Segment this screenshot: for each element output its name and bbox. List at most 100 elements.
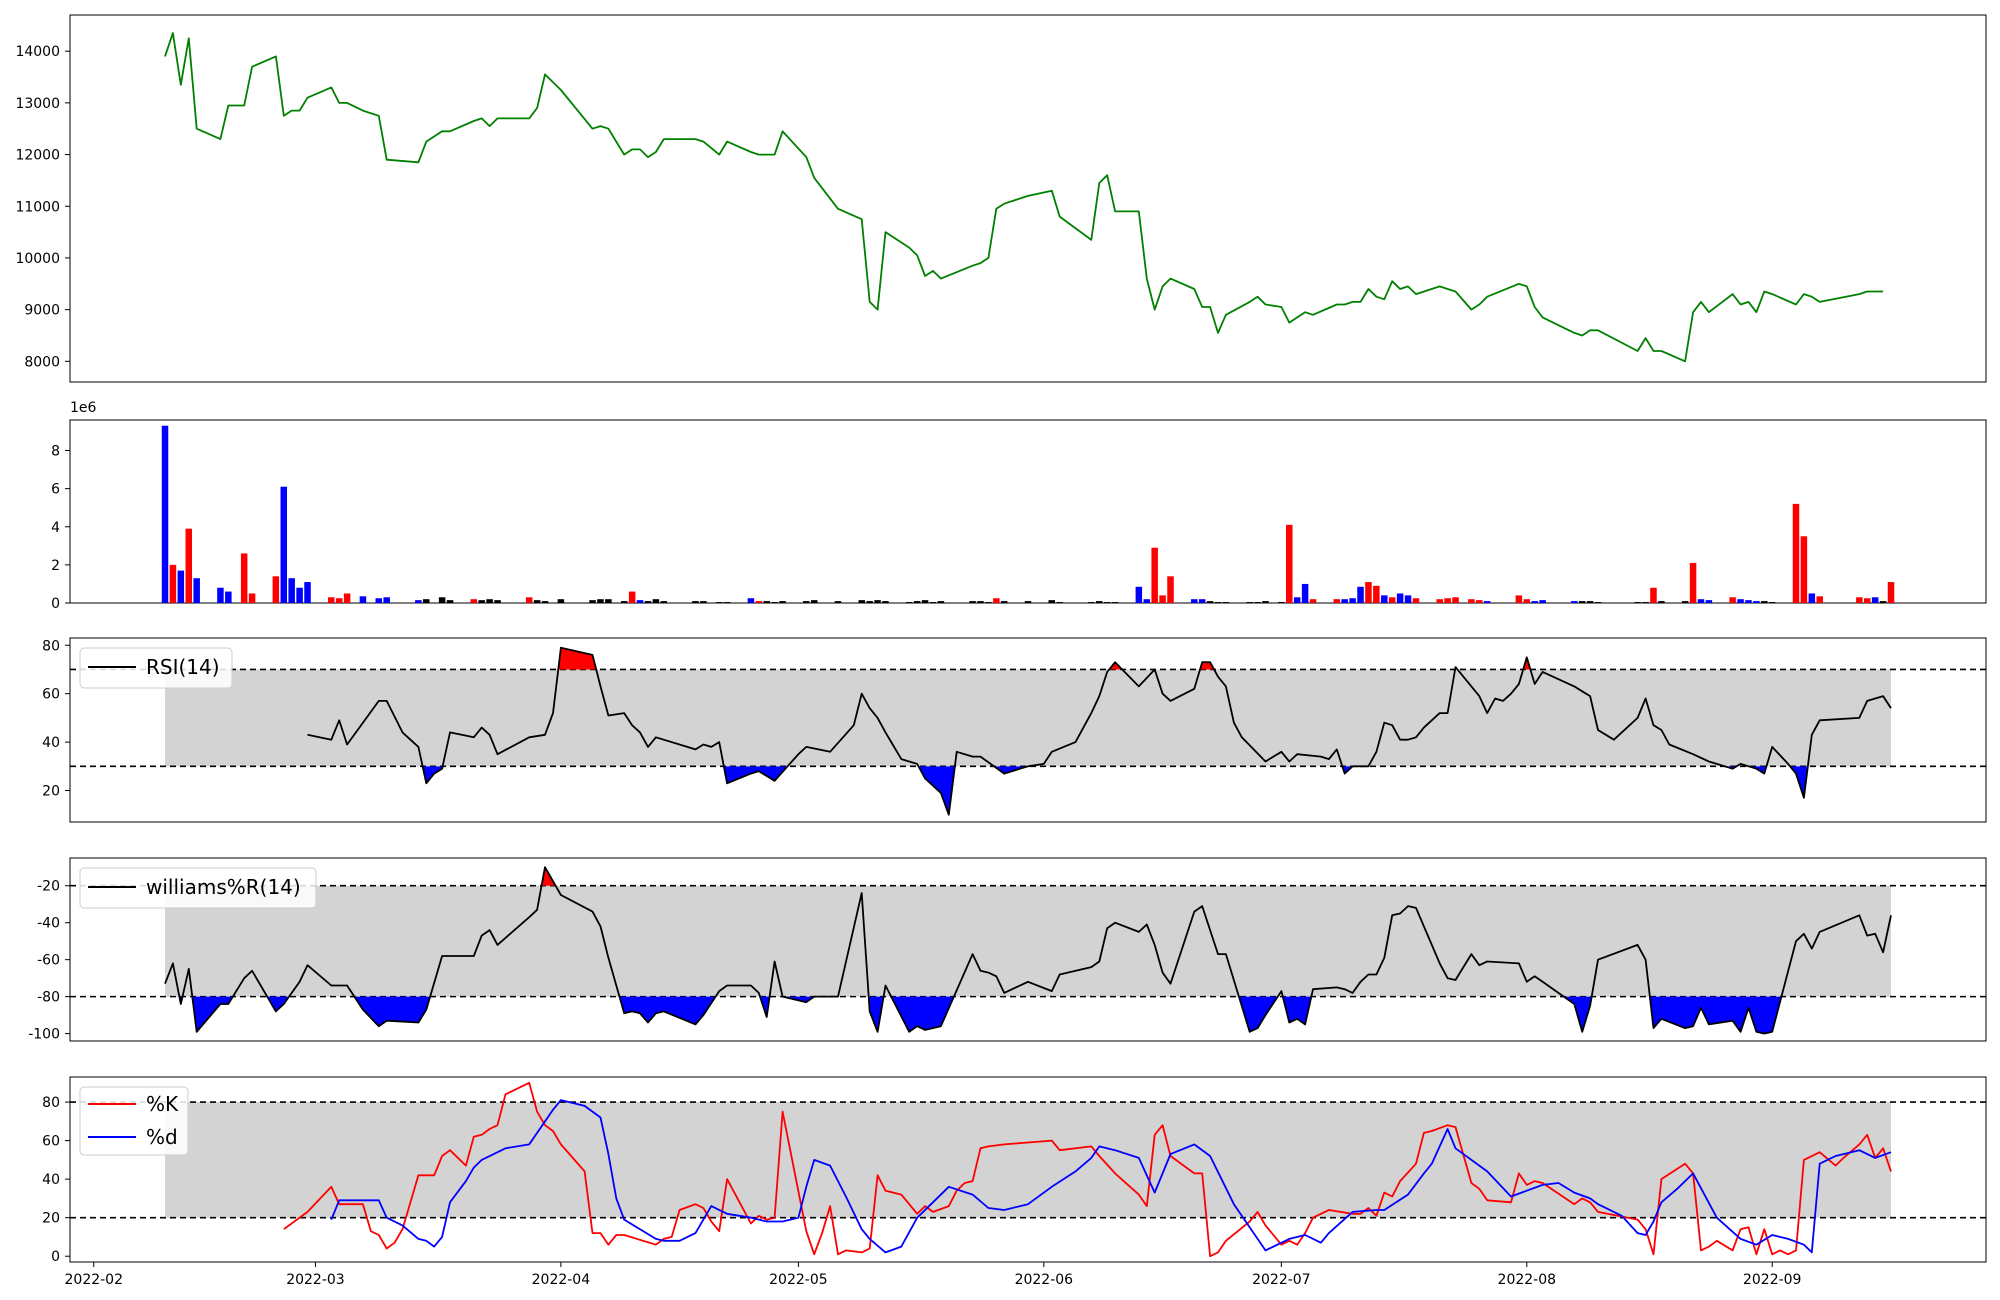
rsi-overbought-fill <box>1109 662 1123 670</box>
rsi-oversold-fill <box>723 766 788 784</box>
volume-bar <box>1642 602 1649 603</box>
volume-bar <box>993 598 1000 603</box>
volume-bar <box>248 593 256 603</box>
volume-axes-frame <box>69 419 1987 604</box>
volume-ytick-label: 4 <box>51 520 60 536</box>
volume-bar <box>1745 600 1752 603</box>
rsi-ytick-label: 20 <box>42 784 60 800</box>
williams-oversold-fill <box>891 996 954 1032</box>
date-xtick-label: 2022-04 <box>532 1272 591 1288</box>
stochastic-legend-k-label: %K <box>146 1092 179 1116</box>
volume-bar <box>193 578 200 603</box>
stochastic-panel: 0 20 40 60 80 %K %d 2022-02 2022-03 2022-04 2022-0… <box>42 1076 1987 1288</box>
volume-bar <box>620 601 628 603</box>
volume-bar <box>1539 600 1546 603</box>
volume-bar <box>858 600 865 603</box>
volume-bar <box>557 599 565 603</box>
volume-bar <box>929 602 937 603</box>
date-xtick-label: 2022-07 <box>1252 1272 1311 1288</box>
volume-bar <box>715 602 723 603</box>
date-xtick-label: 2022-05 <box>769 1272 828 1288</box>
volume-bar <box>1808 593 1816 603</box>
price-ytick-label: 13000 <box>15 96 60 112</box>
volume-bar <box>240 553 248 603</box>
volume-bar <box>652 599 660 603</box>
volume-bar <box>985 602 992 603</box>
volume-bar <box>1333 599 1341 603</box>
volume-bar <box>446 600 454 603</box>
volume-bar <box>1373 585 1380 603</box>
rsi-series-line <box>307 646 1892 816</box>
volume-bar <box>1349 598 1356 603</box>
volume-bar <box>1705 600 1713 603</box>
volume-bar <box>1452 597 1459 603</box>
rsi-axes-frame <box>69 637 1987 823</box>
williams-ytick-label: -40 <box>37 916 60 932</box>
williams-oversold-fill <box>1282 996 1312 1025</box>
price-ytick-label: 12000 <box>15 148 60 164</box>
volume-bar <box>383 597 390 603</box>
volume-bar <box>1404 595 1412 603</box>
volume-bar <box>874 600 881 603</box>
volume-bar <box>359 596 367 603</box>
volume-bar <box>779 601 786 603</box>
williams-oversold-fill <box>868 996 884 1032</box>
price-ytick-label: 10000 <box>15 251 60 267</box>
volume-bar <box>177 570 185 603</box>
volume-bar <box>1729 597 1736 603</box>
volume-bar <box>1444 598 1451 603</box>
volume-bar <box>1262 601 1269 603</box>
volume-bar <box>438 597 446 603</box>
volume-ytick-label: 2 <box>51 558 60 574</box>
williams-legend-label: williams%R(14) <box>146 875 301 899</box>
volume-bar <box>1792 503 1800 603</box>
volume-bar <box>280 486 288 603</box>
volume-bar <box>288 578 295 603</box>
volume-bar <box>1056 602 1063 603</box>
volume-bar <box>1761 601 1768 603</box>
stochastic-ytick-label: 0 <box>51 1249 60 1265</box>
volume-bar <box>1412 598 1420 603</box>
volume-bar <box>1000 601 1008 603</box>
stochastic-k-line <box>283 1081 1892 1258</box>
volume-bar <box>628 591 636 603</box>
volume-bar <box>486 599 493 603</box>
volume-bar <box>296 587 303 603</box>
volume-bar <box>225 591 232 603</box>
volume-bar <box>1151 547 1158 603</box>
volume-bar <box>1689 562 1697 603</box>
date-xtick-label: 2022-03 <box>286 1272 345 1288</box>
volume-bar <box>1381 595 1388 603</box>
rsi-panel: 20 40 60 80 RSI(14) <box>42 637 1987 823</box>
volume-bar <box>1135 586 1143 603</box>
volume-bar <box>1293 597 1301 603</box>
volume-bar <box>1634 602 1641 603</box>
volume-bar <box>304 582 311 603</box>
volume-bar <box>335 598 343 603</box>
rsi-ytick-label: 80 <box>42 638 60 654</box>
volume-bar <box>882 601 889 603</box>
volume-bar <box>1309 599 1317 603</box>
volume-bar <box>1088 602 1095 603</box>
volume-bar <box>1856 597 1863 603</box>
williams-r-panel: -20 -40 -60 -80 -100 williams%R(14) <box>28 857 1987 1043</box>
volume-scale-label: 1e6 <box>70 400 97 416</box>
volume-bar <box>1483 601 1491 603</box>
stochastic-ytick-label: 60 <box>42 1134 60 1150</box>
volume-bar <box>1594 602 1602 603</box>
volume-bar <box>1254 602 1261 603</box>
williams-legend-box <box>79 867 317 909</box>
volume-ytick-label: 8 <box>51 444 60 460</box>
volume-bar <box>905 602 913 603</box>
price-series-line <box>164 32 1884 363</box>
volume-bar <box>1341 599 1348 603</box>
volume-bar <box>541 601 549 603</box>
rsi-legend: RSI(14) <box>79 647 233 689</box>
volume-bar <box>1681 601 1689 603</box>
volume-bar <box>1365 582 1372 603</box>
volume-bar <box>423 599 430 603</box>
volume-bar <box>1278 602 1285 603</box>
volume-ytick-label: 6 <box>51 482 60 498</box>
volume-bar <box>343 593 351 603</box>
